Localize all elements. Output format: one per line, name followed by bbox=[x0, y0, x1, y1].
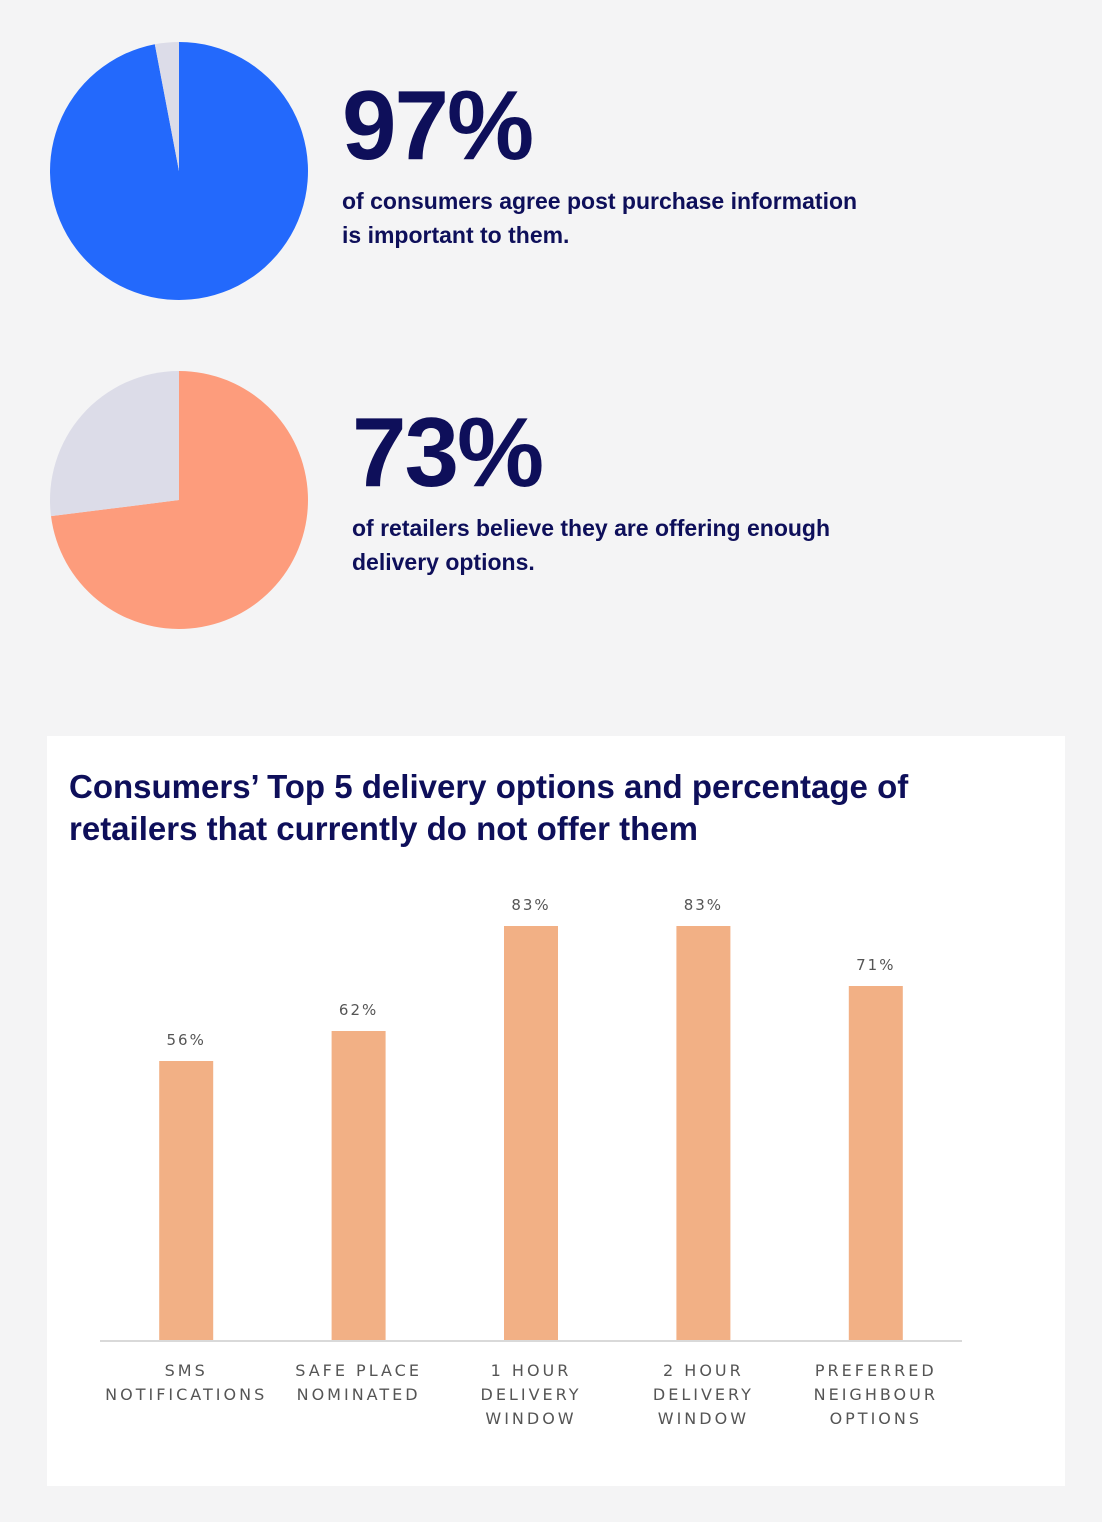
pie-chart-consumers bbox=[50, 42, 308, 300]
bar-value-label: 83% bbox=[511, 896, 550, 914]
bar bbox=[848, 986, 903, 1341]
pie-slice-remainder bbox=[154, 42, 179, 171]
bar-value-label: 56% bbox=[167, 1031, 206, 1049]
stat-text-retailers: 73% of retailers believe they are offeri… bbox=[352, 403, 912, 579]
stat-value: 97% bbox=[342, 70, 534, 180]
bar-value-label: 62% bbox=[339, 1001, 378, 1019]
chart-title: Consumers’ Top 5 delivery options and pe… bbox=[69, 766, 1029, 850]
stat-text-consumers: 97% of consumers agree post purchase inf… bbox=[342, 76, 902, 252]
bar-value-label: 83% bbox=[684, 896, 723, 914]
x-tick-label: DELIVERY bbox=[653, 1385, 754, 1404]
stat-description-line1: of retailers believe they are offering e… bbox=[352, 515, 831, 541]
stat-description: of consumers agree post purchase informa… bbox=[342, 184, 902, 252]
x-tick-label: PREFERRED bbox=[815, 1361, 937, 1380]
chart-title-line1: Consumers’ Top 5 delivery options and pe… bbox=[69, 768, 909, 805]
x-tick-label: SAFE PLACE bbox=[295, 1361, 422, 1380]
bar-chart-card: 56% SMS NOTIFICATIONS 62% SAFE PLACE NOMINATE… bbox=[47, 736, 1065, 1486]
bar-chart: 56% SMS NOTIFICATIONS 62% SAFE PLACE NOMINATE… bbox=[100, 896, 962, 1428]
bar bbox=[159, 1061, 214, 1341]
bar bbox=[676, 926, 731, 1341]
pie-chart-retailers bbox=[49, 371, 308, 629]
x-tick-label: NEIGHBOUR bbox=[814, 1385, 938, 1404]
stat-block-retailers: 73% of retailers believe they are offeri… bbox=[0, 369, 1102, 659]
bar-value-label: 71% bbox=[856, 956, 895, 974]
x-tick-label: NOTIFICATIONS bbox=[105, 1385, 267, 1404]
stat-description-line1: of consumers agree post purchase informa… bbox=[342, 188, 858, 214]
stat-value: 73% bbox=[352, 397, 544, 507]
x-tick-label: 2 HOUR bbox=[663, 1361, 744, 1380]
x-tick-label: DELIVERY bbox=[481, 1385, 582, 1404]
x-tick-label: WINDOW bbox=[485, 1409, 576, 1428]
x-tick-label: OPTIONS bbox=[830, 1409, 922, 1428]
x-tick-label: 1 HOUR bbox=[491, 1361, 572, 1380]
pie-slice-remainder bbox=[49, 371, 179, 517]
bar bbox=[504, 926, 558, 1341]
stat-description-line2: is important to them. bbox=[342, 222, 570, 248]
stat-description: of retailers believe they are offering e… bbox=[352, 511, 912, 579]
bar bbox=[331, 1031, 386, 1341]
chart-title-line2: retailers that currently do not offer th… bbox=[69, 810, 698, 847]
pie-slice-value bbox=[51, 371, 308, 629]
x-tick-label: SMS bbox=[165, 1361, 208, 1380]
stat-description-line2: delivery options. bbox=[352, 549, 535, 575]
x-tick-label: NOMINATED bbox=[297, 1385, 421, 1404]
x-tick-label: WINDOW bbox=[658, 1409, 749, 1428]
stat-block-consumers: 97% of consumers agree post purchase inf… bbox=[0, 40, 1102, 330]
